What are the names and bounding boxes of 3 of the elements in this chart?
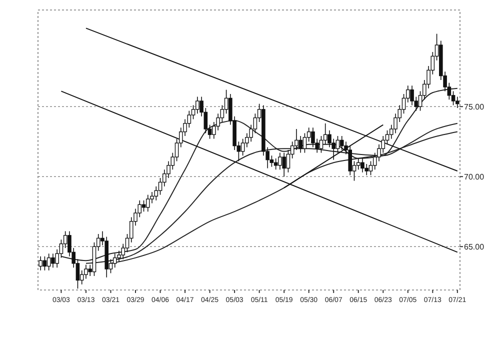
y-tick-label: 65.00 bbox=[464, 242, 485, 252]
y-tick-label: 70.00 bbox=[464, 172, 485, 182]
y-tick-label: 75.00 bbox=[464, 102, 485, 112]
